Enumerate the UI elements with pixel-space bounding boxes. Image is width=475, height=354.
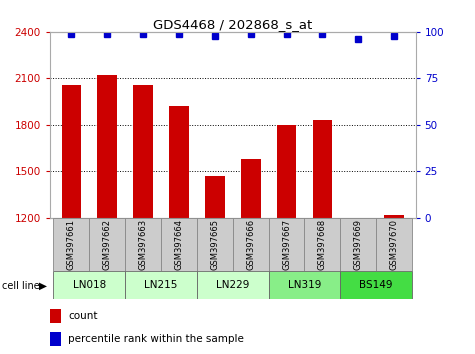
Bar [304,218,340,271]
Bar [54,272,125,298]
Bar [268,272,340,298]
Text: percentile rank within the sample: percentile rank within the sample [68,334,244,344]
Text: cell line: cell line [2,281,40,291]
Text: BS149: BS149 [360,280,393,290]
Text: LN018: LN018 [73,280,106,290]
Text: GSM397669: GSM397669 [354,219,363,270]
Text: GSM397663: GSM397663 [139,219,148,270]
Bar [340,218,376,271]
Bar [197,218,233,271]
Bar [133,85,153,218]
Text: GSM397662: GSM397662 [103,219,112,270]
Text: GSM397661: GSM397661 [67,219,76,270]
Bar [384,215,404,218]
Bar [376,218,412,271]
Bar [197,272,268,298]
Bar [50,309,61,323]
Bar [276,125,296,218]
Text: GSM397667: GSM397667 [282,219,291,270]
Bar [89,218,125,271]
Text: GSM397664: GSM397664 [174,219,183,270]
Text: GSM397665: GSM397665 [210,219,219,270]
Bar [169,106,189,218]
Text: LN319: LN319 [288,280,321,290]
Bar [268,218,304,271]
Text: GSM397670: GSM397670 [390,219,399,270]
Bar [54,218,89,271]
Text: GSM397666: GSM397666 [246,219,255,270]
Title: GDS4468 / 202868_s_at: GDS4468 / 202868_s_at [153,18,313,31]
Text: ▶: ▶ [39,281,47,291]
Text: GSM397668: GSM397668 [318,219,327,270]
Bar [125,218,161,271]
Bar [348,218,368,219]
Bar [97,75,117,218]
Text: LN229: LN229 [216,280,249,290]
Bar [50,332,61,346]
Bar [125,272,197,298]
Bar [241,159,261,218]
Bar [313,120,332,218]
Text: count: count [68,311,98,321]
Bar [62,85,81,218]
Text: LN215: LN215 [144,280,178,290]
Bar [161,218,197,271]
Bar [340,272,412,298]
Bar [205,176,225,218]
Bar [233,218,268,271]
